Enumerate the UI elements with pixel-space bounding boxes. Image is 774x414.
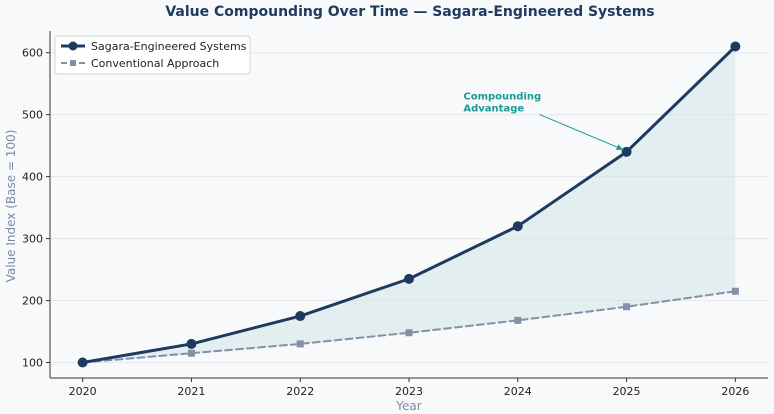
x-tick-label: 2021 — [177, 385, 205, 398]
x-tick-label: 2024 — [504, 385, 532, 398]
data-point — [623, 303, 631, 311]
data-point — [186, 338, 197, 349]
y-tick-label: 300 — [22, 233, 43, 246]
y-tick-label: 500 — [22, 109, 43, 122]
data-point — [77, 357, 88, 368]
x-tick-label: 2020 — [69, 385, 97, 398]
y-tick-label: 400 — [22, 171, 43, 184]
legend-marker — [68, 41, 78, 51]
legend-label: Conventional Approach — [91, 57, 219, 70]
x-tick-label: 2022 — [286, 385, 314, 398]
fill-between-area — [82, 46, 736, 363]
series-layer — [77, 41, 741, 368]
legend-marker — [70, 60, 76, 66]
chart-title: Value Compounding Over Time — Sagara-Eng… — [165, 4, 654, 20]
data-point — [731, 287, 739, 295]
annotation-text: Advantage — [463, 103, 524, 114]
data-point — [405, 329, 413, 337]
data-point — [404, 273, 414, 284]
data-point — [730, 41, 741, 52]
y-tick-label: 600 — [22, 47, 43, 60]
y-tick-label: 100 — [22, 357, 43, 370]
y-axis-label: Value Index (Base = 100) — [4, 130, 18, 283]
data-point — [514, 316, 522, 324]
data-point — [621, 146, 632, 157]
fill-area — [82, 46, 736, 363]
x-tick-label: 2023 — [395, 385, 423, 398]
x-axis-label: Year — [395, 399, 421, 413]
x-tick-label: 2026 — [721, 385, 749, 398]
data-point — [296, 340, 304, 348]
axes: 100 200 300 400 500 600 2020 2021 2022 2023 2024 20… — [22, 31, 768, 398]
data-point — [512, 221, 523, 232]
legend-box — [54, 35, 251, 75]
annotation-arrowhead — [615, 144, 624, 150]
data-point — [295, 311, 306, 322]
data-point — [187, 349, 195, 357]
annotation-text: Compounding — [463, 91, 541, 102]
y-tick-label: 200 — [22, 295, 43, 308]
annotation-arrow — [539, 113, 624, 151]
legend: Sagara-Engineered Systems Conventional Ap… — [54, 35, 251, 75]
x-tick-label: 2025 — [613, 385, 641, 398]
legend-label: Sagara-Engineered Systems — [91, 40, 247, 53]
